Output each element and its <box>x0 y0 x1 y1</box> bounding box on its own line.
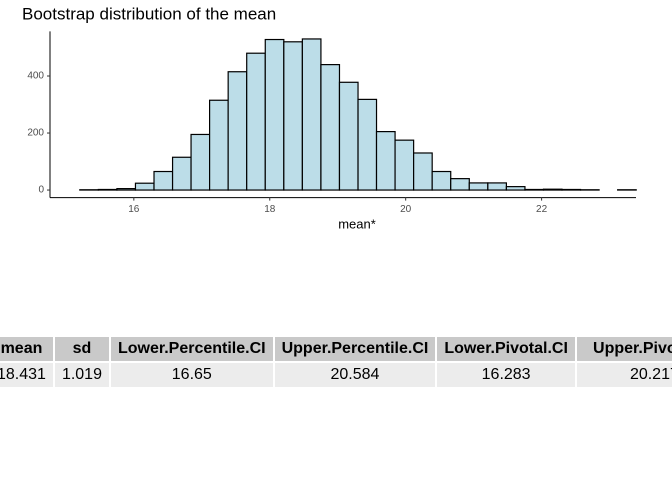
bar <box>542 188 563 191</box>
bar <box>505 186 526 191</box>
bar <box>209 99 229 191</box>
table-cell: 16.283 <box>435 361 577 389</box>
bar <box>283 41 303 191</box>
bar <box>413 152 433 191</box>
bar <box>153 170 174 191</box>
x-tick-label: 22 <box>536 204 548 215</box>
chart-title: Bootstrap distribution of the mean <box>22 4 276 23</box>
bar <box>468 182 489 191</box>
table-cell: 18.431 <box>0 361 55 389</box>
table-cell: 16.65 <box>108 361 275 389</box>
chart: Bootstrap distribution of the mean mean*… <box>22 4 637 231</box>
column-header: Lower.Percentile.CI <box>108 335 275 363</box>
bar <box>524 188 545 191</box>
header-row: mean sd Lower.Percentile.CI Upper.Percentil… <box>0 335 672 363</box>
column-header: mean <box>0 335 55 363</box>
y-tick-label: 0 <box>38 185 44 196</box>
bar <box>375 131 396 191</box>
table-cell: 20.584 <box>272 361 438 389</box>
bar <box>301 38 322 191</box>
bar <box>450 178 470 191</box>
bar <box>246 52 266 191</box>
table-cell: 20.217 <box>574 361 672 389</box>
column-header: Lower.Pivotal.CI <box>435 335 577 363</box>
bar <box>338 81 359 191</box>
y-tick-label: 200 <box>27 128 44 139</box>
x-axis-label: mean* <box>338 216 376 231</box>
column-header: Upper.Percentile.CI <box>272 335 438 363</box>
bar <box>320 64 341 191</box>
bar <box>116 188 137 191</box>
bar <box>134 182 155 191</box>
bar <box>357 98 378 191</box>
table: mean sd Lower.Percentile.CI Upper.Percentil… <box>0 335 672 389</box>
x-tick-label: 18 <box>264 204 276 215</box>
bar <box>394 139 415 191</box>
column-header: Upper.Pivotal.CI <box>574 335 672 363</box>
bar <box>561 188 582 191</box>
bar <box>190 133 211 191</box>
table-cell: 1.019 <box>52 361 111 389</box>
bar <box>227 71 248 191</box>
table-container: mean sd Lower.Percentile.CI Upper.Percentil… <box>0 335 672 389</box>
bar <box>431 170 452 191</box>
x-tick-label: 16 <box>128 204 140 215</box>
column-header: sd <box>52 335 111 363</box>
bar <box>264 38 285 191</box>
bar <box>171 156 192 191</box>
bar <box>97 188 118 191</box>
x-tick-label: 20 <box>400 204 412 215</box>
bar <box>487 182 507 191</box>
y-tick-label: 400 <box>27 71 44 82</box>
